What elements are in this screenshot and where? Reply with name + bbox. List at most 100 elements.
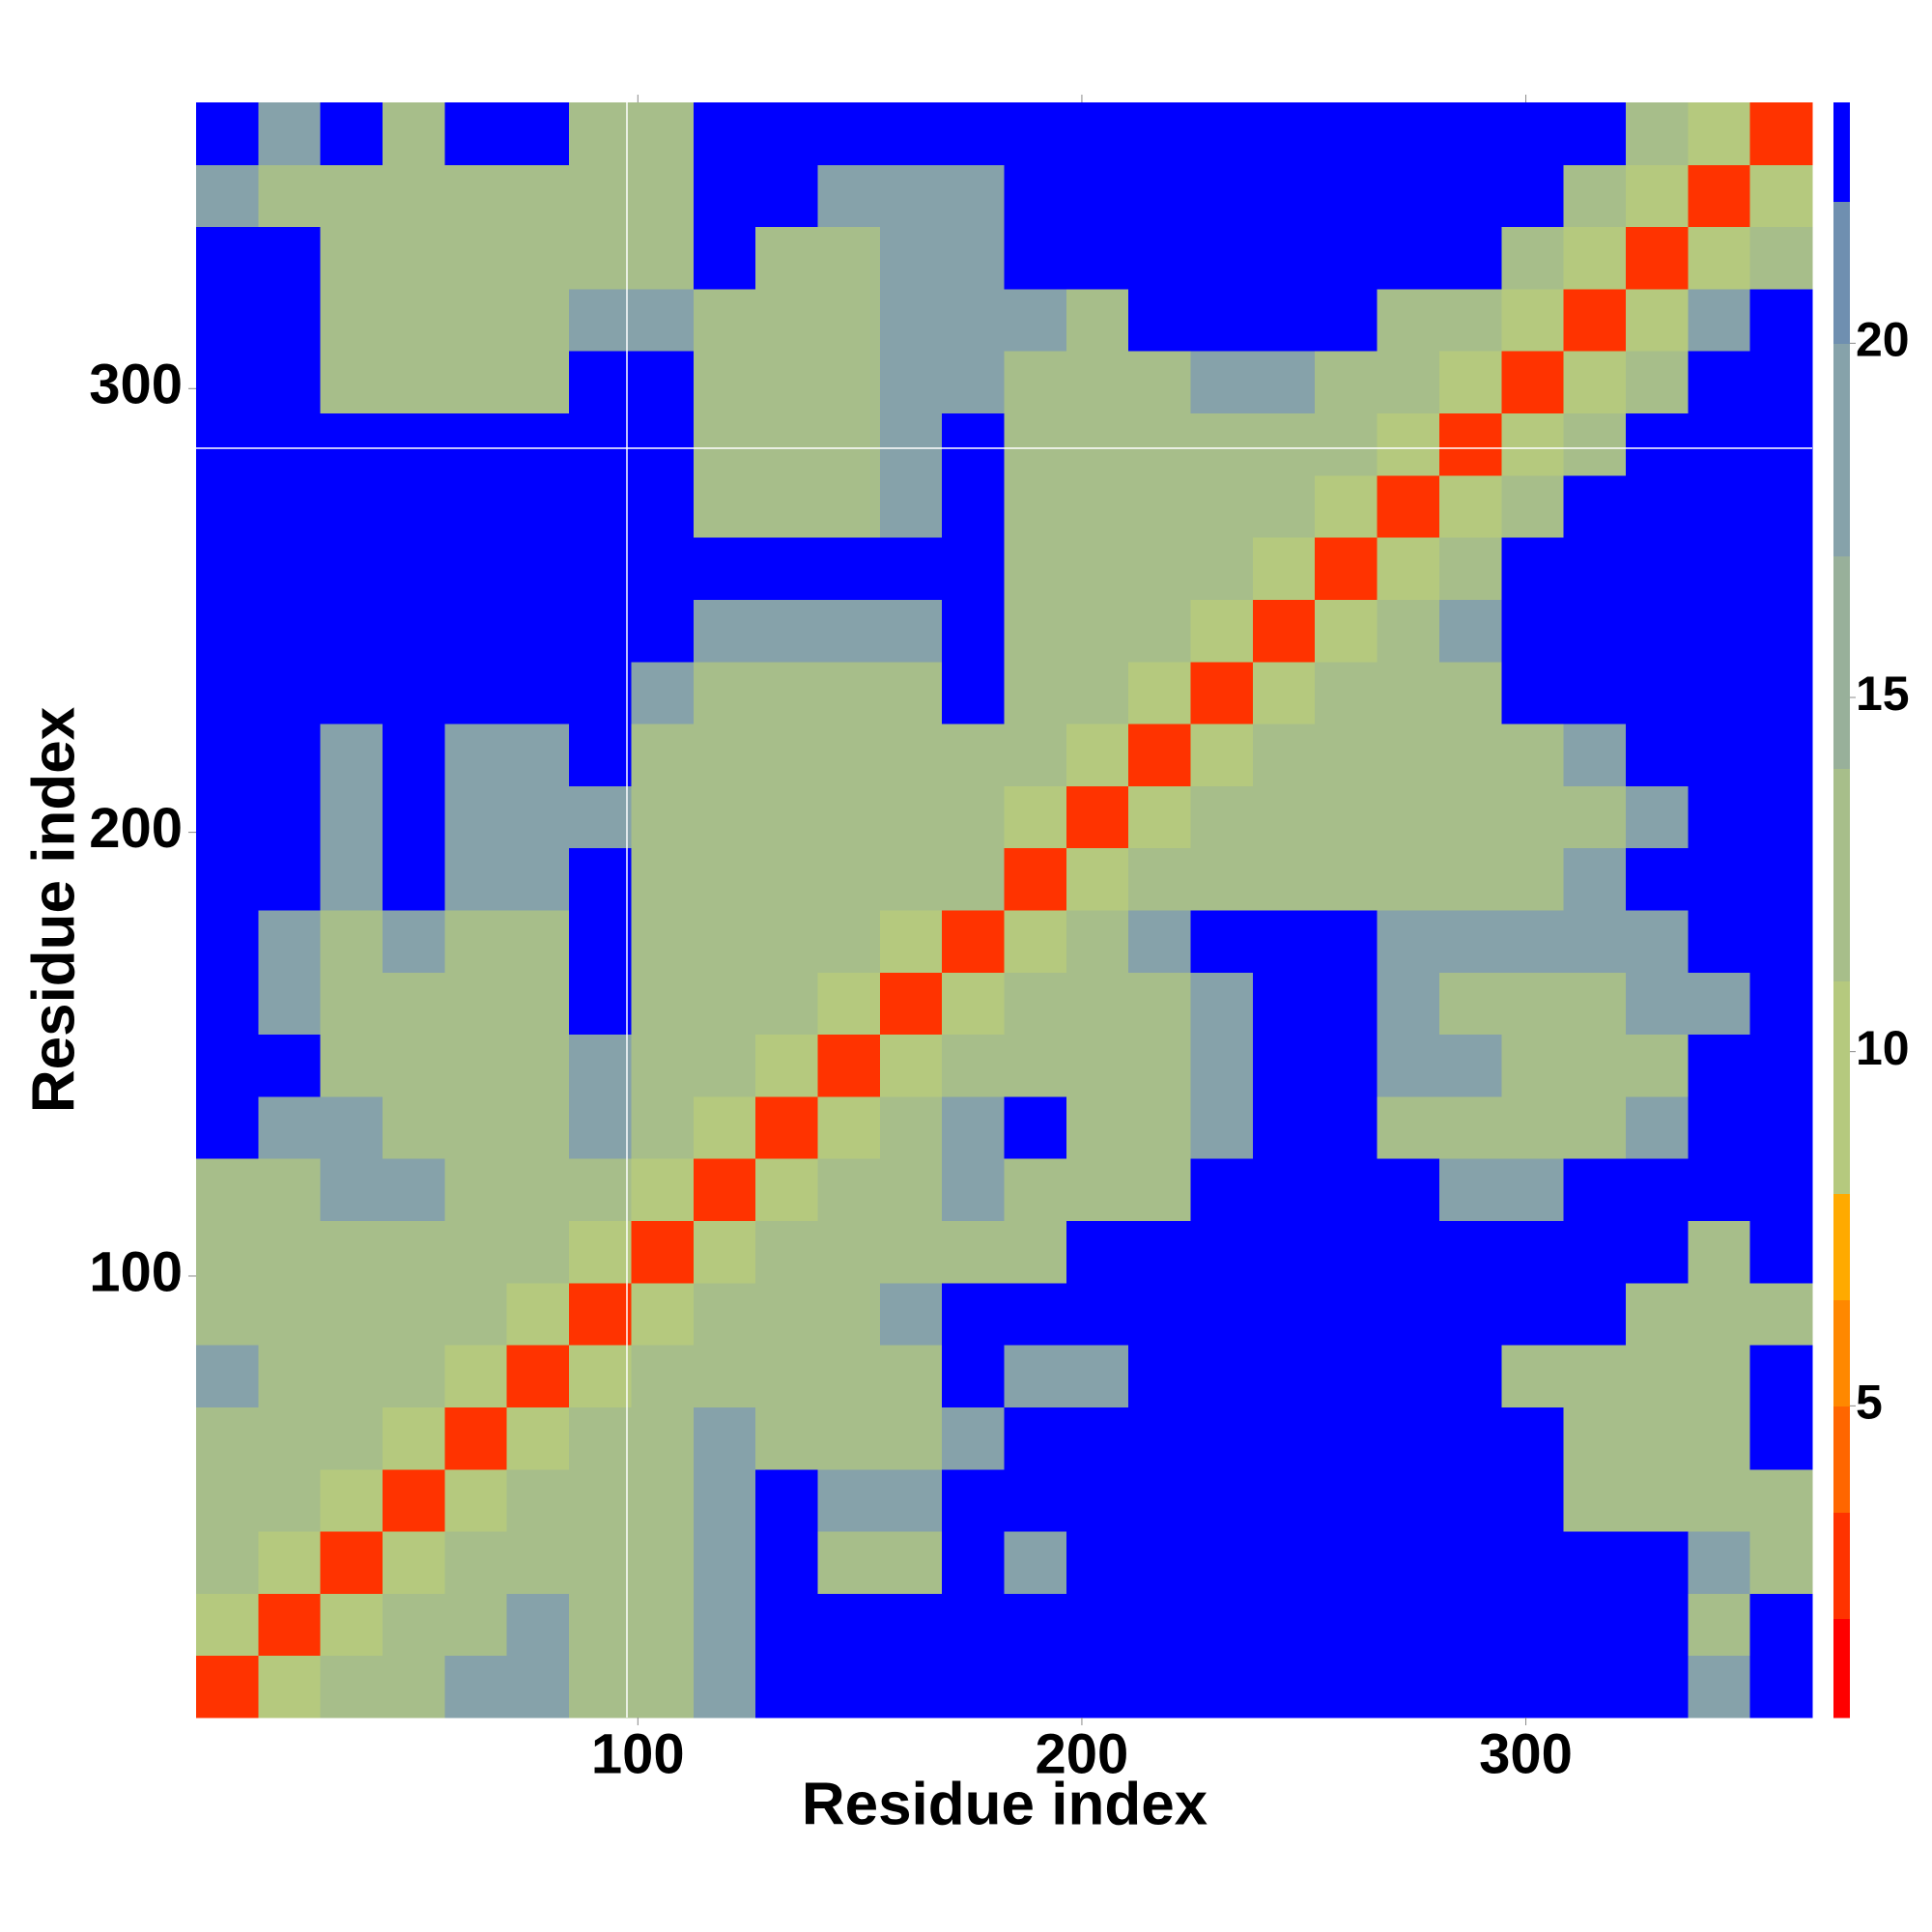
- heatmap-cell: [817, 1531, 881, 1594]
- heatmap-cell: [1749, 1282, 1813, 1346]
- heatmap-cell: [879, 1034, 943, 1097]
- heatmap-cell: [1315, 1531, 1378, 1594]
- heatmap-cell: [569, 1345, 632, 1407]
- heatmap-cell: [817, 724, 881, 786]
- heatmap-cell: [879, 1655, 943, 1719]
- heatmap-cell: [196, 1034, 259, 1097]
- heatmap-cell: [1438, 288, 1502, 352]
- heatmap-cell: [383, 537, 445, 600]
- heatmap-cell: [1004, 1034, 1067, 1097]
- heatmap-cell: [383, 1282, 445, 1346]
- heatmap-cell: [693, 972, 756, 1036]
- heatmap-cell: [1501, 724, 1565, 786]
- colorbar-segment: [1833, 768, 1850, 981]
- heatmap-cell: [383, 288, 445, 352]
- heatmap-cell: [1438, 164, 1502, 228]
- heatmap-cell: [569, 412, 632, 476]
- heatmap-cell: [1625, 412, 1689, 476]
- heatmap-cell: [320, 226, 384, 290]
- heatmap-cell: [1190, 351, 1254, 414]
- heatmap-cell: [817, 1655, 881, 1719]
- heatmap-cell: [196, 1593, 259, 1657]
- heatmap-cell: [1190, 1593, 1254, 1657]
- heatmap-cell: [1749, 1034, 1813, 1097]
- heatmap-cell: [320, 724, 384, 786]
- heatmap-cell: [1563, 474, 1627, 538]
- heatmap-cell: [383, 661, 445, 724]
- heatmap-cell: [444, 1282, 508, 1346]
- heatmap-cell: [817, 847, 881, 911]
- heatmap-cell: [1688, 1655, 1751, 1719]
- heatmap-cell: [817, 351, 881, 414]
- heatmap-cell: [506, 1468, 570, 1532]
- heatmap-cell: [196, 474, 259, 538]
- heatmap-cell: [383, 1593, 445, 1657]
- heatmap-cell: [1065, 1095, 1129, 1159]
- heatmap-cell: [1315, 1034, 1378, 1097]
- heatmap-cell: [1377, 412, 1440, 476]
- heatmap-cell: [1065, 1468, 1129, 1532]
- heatmap-cell: [1315, 785, 1378, 849]
- heatmap-cell: [258, 474, 322, 538]
- heatmap-cell: [1252, 972, 1316, 1036]
- heatmap-cell: [1688, 288, 1751, 352]
- heatmap-cell: [569, 1095, 632, 1159]
- heatmap-cell: [693, 537, 756, 600]
- heatmap-cell: [258, 599, 322, 663]
- heatmap-cell: [1377, 537, 1440, 600]
- heatmap-cell: [1065, 724, 1129, 786]
- heatmap-cell: [1252, 164, 1316, 228]
- heatmap-cell: [506, 661, 570, 724]
- heatmap-cell: [1128, 1095, 1192, 1159]
- heatmap-cell: [1563, 1593, 1627, 1657]
- heatmap-cell: [1438, 1406, 1502, 1470]
- heatmap-cell: [1749, 474, 1813, 538]
- heatmap-cell: [569, 1220, 632, 1284]
- heatmap-cell: [444, 1345, 508, 1407]
- heatmap-cell: [1688, 1468, 1751, 1532]
- heatmap-cell: [1749, 164, 1813, 228]
- heatmap-cell: [383, 910, 445, 973]
- heatmap-cell: [755, 847, 818, 911]
- heatmap-cell: [1190, 288, 1254, 352]
- heatmap-cell: [569, 1468, 632, 1532]
- heatmap-cell: [879, 1158, 943, 1222]
- heatmap-cell: [196, 1158, 259, 1222]
- heatmap-cell: [693, 847, 756, 911]
- heatmap-cell: [755, 102, 818, 165]
- heatmap-cell: [1065, 288, 1129, 352]
- heatmap-cell: [1252, 474, 1316, 538]
- heatmap-cell: [1749, 412, 1813, 476]
- heatmap-cell: [1625, 1034, 1689, 1097]
- heatmap-cell: [1749, 972, 1813, 1036]
- heatmap-cell: [631, 910, 695, 973]
- heatmap-cell: [1688, 1220, 1751, 1284]
- heatmap-cell: [383, 1406, 445, 1470]
- heatmap-cell: [196, 102, 259, 165]
- heatmap-cell: [444, 847, 508, 911]
- heatmap-cell: [755, 1593, 818, 1657]
- heatmap-cell: [506, 164, 570, 228]
- heatmap-cell: [1563, 1158, 1627, 1222]
- heatmap-cell: [817, 599, 881, 663]
- heatmap-cell: [1749, 1468, 1813, 1532]
- colorbar-segment: [1833, 555, 1850, 769]
- heatmap-cell: [755, 226, 818, 290]
- heatmap-cell: [1004, 1468, 1067, 1532]
- heatmap-cell: [1315, 1655, 1378, 1719]
- heatmap-cell: [817, 226, 881, 290]
- colorbar-segment: [1833, 343, 1850, 556]
- heatmap-cell: [196, 910, 259, 973]
- heatmap-cell: [1315, 351, 1378, 414]
- heatmap-cell: [1190, 1406, 1254, 1470]
- heatmap-cell: [1377, 164, 1440, 228]
- heatmap-cell: [942, 1158, 1005, 1222]
- heatmap-cell: [1128, 1220, 1192, 1284]
- heatmap-cell: [693, 1158, 756, 1222]
- heatmap-cell: [506, 599, 570, 663]
- heatmap-cell: [693, 351, 756, 414]
- heatmap-cell: [1438, 412, 1502, 476]
- heatmap-cell: [1315, 1593, 1378, 1657]
- heatmap-cell: [755, 474, 818, 538]
- heatmap-cell: [1377, 599, 1440, 663]
